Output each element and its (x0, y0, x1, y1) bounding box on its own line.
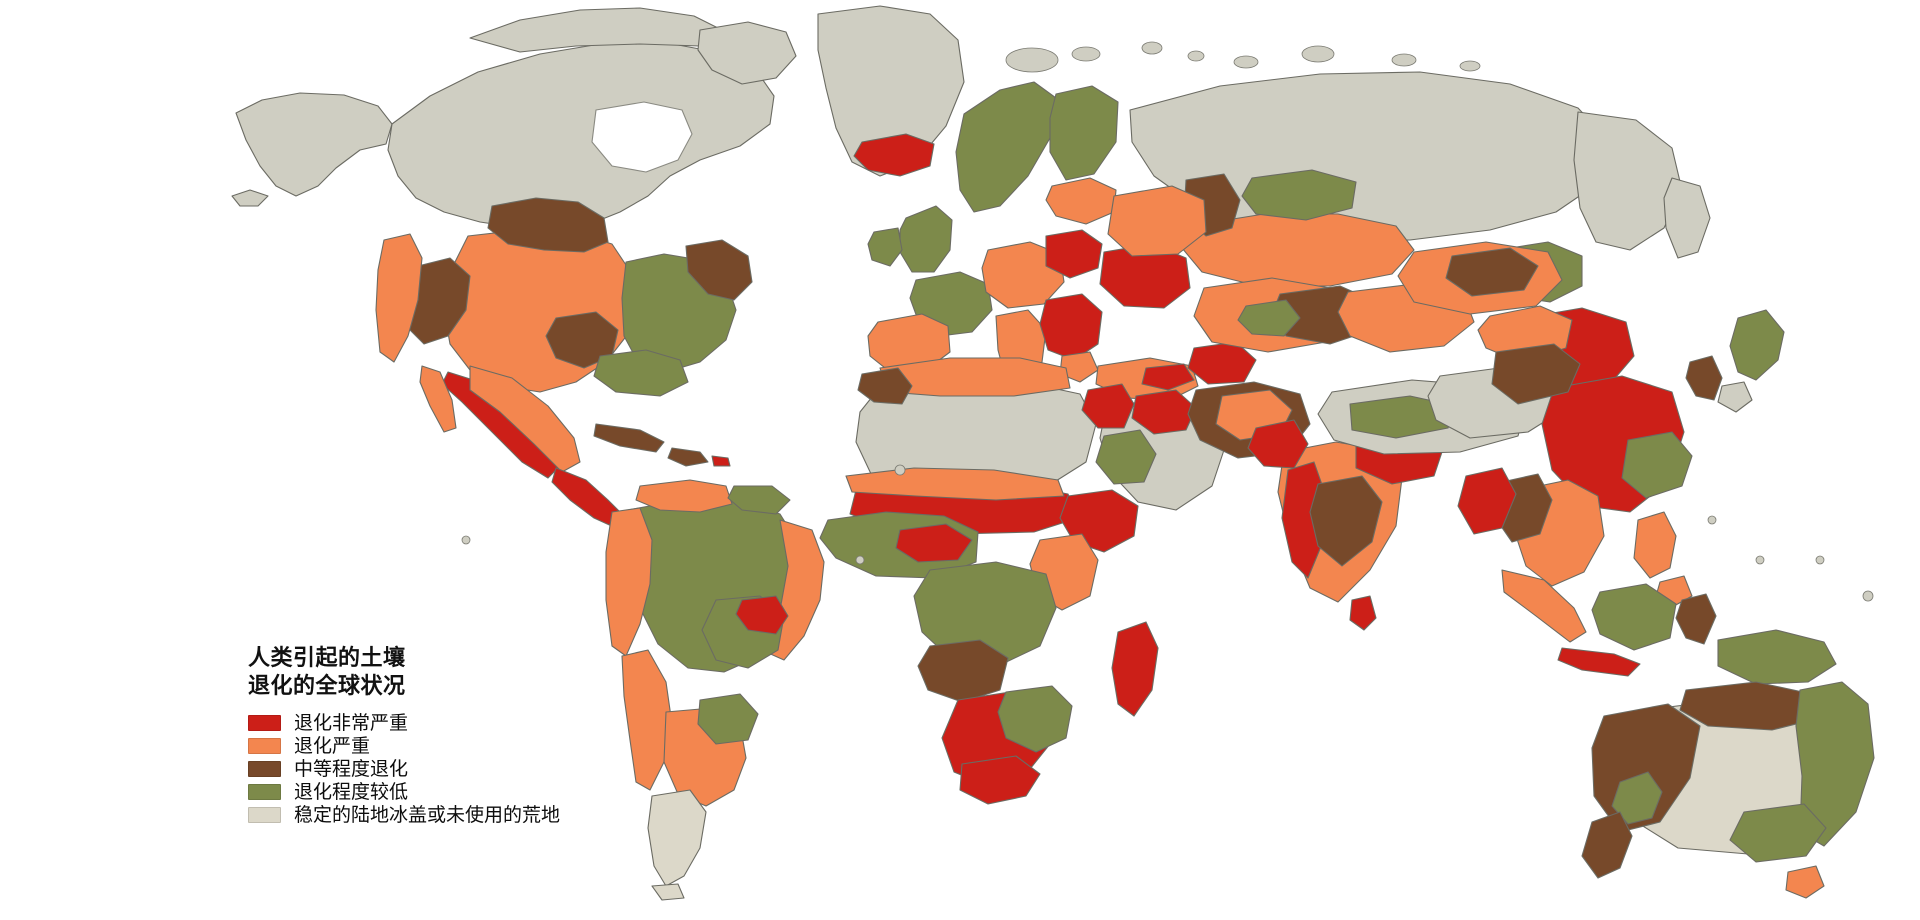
region-morocco-moderate (857, 367, 913, 405)
region-levant-red (1081, 383, 1135, 429)
region-java (1557, 647, 1641, 677)
region-us-west-coast (375, 233, 423, 363)
region-hudson-bay (591, 101, 693, 173)
region-gulf-guinea-red (895, 523, 973, 563)
region-aral-green (1237, 299, 1301, 337)
region-peru-red (735, 595, 789, 635)
region-us-northern-plains (487, 197, 609, 253)
region-baltic-severe (1045, 177, 1117, 225)
region-south-america (605, 479, 825, 901)
legend-swatch-stable (248, 807, 281, 824)
region-poland-red (1045, 229, 1103, 279)
region-china-south-green (1621, 431, 1693, 499)
region-africa (819, 357, 1159, 805)
region-sri-lanka (1349, 595, 1377, 631)
region-mesopotamia-red (1131, 389, 1197, 435)
region-oceania (1581, 681, 1875, 899)
region-sumatra (1501, 569, 1587, 643)
region-mexico-interior (469, 365, 581, 473)
legend-label-very-severe: 退化非常严重 (294, 712, 409, 734)
legend-label-severe: 退化严重 (294, 735, 371, 757)
region-east-asia (1427, 305, 1837, 685)
region-japan (1729, 309, 1785, 381)
region-cuba (593, 423, 665, 453)
region-china-brown-belt (1491, 343, 1581, 405)
legend-title-line2: 退化的全球状况 (248, 673, 406, 699)
region-nz-south-island (1581, 811, 1633, 879)
region-puerto-rico (711, 455, 731, 467)
region-tibet-green (1349, 395, 1457, 439)
legend-item-low: 退化程度较低 (248, 781, 678, 803)
region-pakistan-red (1247, 419, 1309, 469)
region-europe (853, 81, 1199, 401)
region-mongolia-moderate (1445, 247, 1539, 297)
legend-item-very-severe: 退化非常严重 (248, 712, 678, 734)
map-legend: 人类引起的土壤 退化的全球状况 退化非常严重 退化严重 中等程度退化 退化程度较… (248, 644, 678, 827)
region-north-asia (1107, 71, 1711, 303)
region-russia-far-east (1573, 111, 1683, 251)
legend-title-line1: 人类引起的土壤 (248, 645, 406, 670)
region-australia-east-green (1795, 681, 1875, 847)
region-cape-red (959, 755, 1041, 805)
region-scandinavia (955, 81, 1057, 213)
region-tasmania (1785, 865, 1825, 899)
region-russia-west-severe (1107, 185, 1207, 257)
region-sahel-orange (845, 467, 1065, 501)
region-guyana (727, 485, 791, 515)
legend-swatch-moderate (248, 761, 281, 778)
region-india-brown-deccan (1309, 475, 1383, 567)
region-madagascar (1111, 621, 1159, 717)
region-new-guinea (1717, 629, 1837, 685)
region-pampas-green (697, 693, 759, 745)
region-patagonia (647, 789, 707, 887)
legend-title: 人类引起的土壤 退化的全球状况 (248, 644, 678, 700)
region-baja (419, 365, 457, 433)
region-borneo (1591, 583, 1677, 651)
legend-item-stable: 稳定的陆地冰盖或未使用的荒地 (248, 804, 678, 826)
region-andes-north (605, 507, 653, 657)
region-us-gulf-green (593, 349, 689, 397)
region-korea (1685, 355, 1723, 401)
region-venezuela (635, 479, 733, 513)
region-nz-north-island (1611, 771, 1663, 825)
region-philippines (1633, 511, 1677, 579)
region-arabia-green-edge (1095, 429, 1157, 485)
region-siberia-green (1241, 169, 1357, 221)
region-baffin (697, 21, 797, 85)
region-balkans-red (1039, 293, 1103, 361)
region-japan-south (1717, 381, 1753, 413)
legend-label-low: 退化程度较低 (294, 781, 409, 803)
region-germany-severe (981, 241, 1065, 309)
region-ireland (867, 227, 903, 267)
region-central-africa-green (913, 561, 1057, 667)
region-alaska (235, 92, 393, 197)
legend-swatch-severe (248, 738, 281, 755)
region-sulawesi (1675, 593, 1717, 645)
region-andes-central (621, 649, 673, 791)
region-kamchatka (1663, 177, 1711, 259)
region-australia-southeast (1729, 803, 1827, 863)
region-india-red-coast (1281, 461, 1327, 579)
legend-label-moderate: 中等程度退化 (294, 758, 409, 780)
legend-item-severe: 退化严重 (248, 735, 678, 757)
region-iceland (853, 133, 935, 177)
legend-label-stable: 稳定的陆地冰盖或未使用的荒地 (294, 804, 561, 826)
region-south-africa-green (997, 685, 1073, 753)
region-turkey-red (1141, 363, 1195, 391)
legend-swatch-very-severe (248, 715, 281, 732)
region-finland-green (1049, 85, 1119, 181)
region-small-islands (461, 41, 1874, 602)
region-aleutians (231, 189, 269, 207)
legend-item-moderate: 中等程度退化 (248, 758, 678, 780)
legend-swatch-low (248, 784, 281, 801)
region-hispaniola (667, 447, 709, 467)
region-tierra-del-fuego (651, 883, 685, 901)
region-us-appalachia (685, 239, 753, 301)
region-myanmar-red (1457, 467, 1517, 535)
region-north-america (231, 5, 965, 529)
